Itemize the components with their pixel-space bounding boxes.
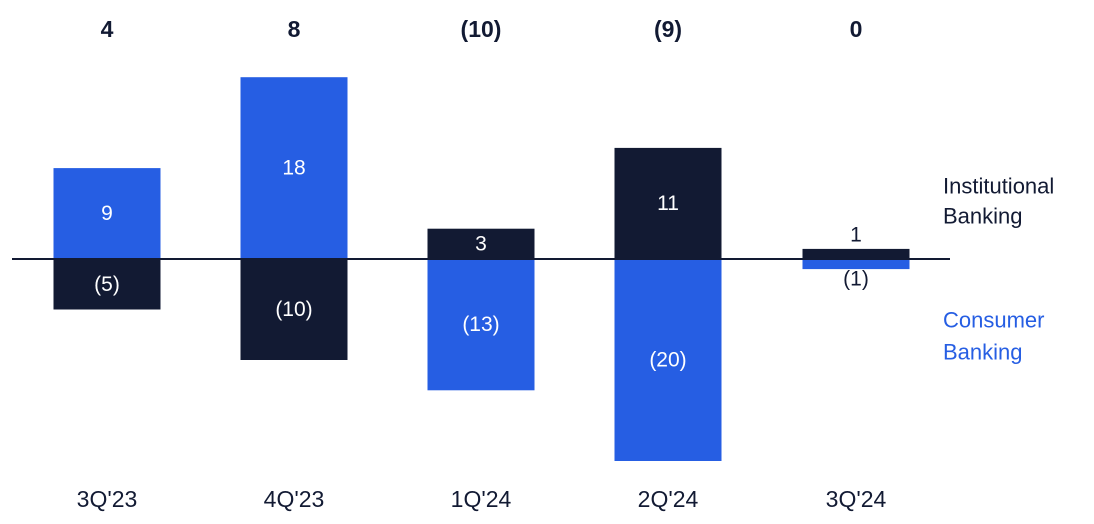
value-label-institutional-3: 3 [475,232,487,255]
value-label-consumer-1: (5) [94,273,120,296]
category-label-5: 3Q'24 [826,486,887,512]
bar-consumer-1 [53,259,161,310]
total-label-3: (10) [461,16,502,42]
value-label-consumer-3: (13) [462,313,499,336]
bar-consumer-2 [240,259,348,360]
value-label-institutional-5: 1 [850,223,862,246]
legend: Institutional Banking Consumer Banking [943,174,1054,365]
labels-layer: 9 (5) 4 3Q'23 18 (10) 8 4Q'23 3 (13) (10) 1Q'24 11 (2… [77,16,887,512]
bar-consumer-3 [427,259,535,391]
value-label-consumer-4: (20) [649,349,686,372]
bars-layer [53,77,910,461]
bar-institutional-4 [614,147,722,259]
value-label-consumer-5: (1) [843,268,869,291]
total-label-1: 4 [101,16,114,42]
category-label-3: 1Q'24 [451,486,512,512]
bar-institutional-1 [53,168,161,259]
total-label-5: 0 [850,16,863,42]
bar-institutional-3 [427,228,535,259]
bar-consumer-5 [802,259,910,270]
category-label-1: 3Q'23 [77,486,138,512]
bar-consumer-4 [614,259,722,461]
value-label-institutional-4: 11 [657,192,679,215]
category-label-2: 4Q'23 [264,486,325,512]
legend-label-institutional-line-2: Banking [943,204,1023,229]
bar-institutional-2 [240,77,348,259]
total-label-4: (9) [654,16,682,42]
legend-label-institutional-line-1: Institutional [943,174,1054,199]
bar-institutional-5 [802,248,910,259]
value-label-consumer-2: (10) [275,298,312,321]
value-label-institutional-1: 9 [101,202,113,225]
legend-label-consumer-line-2: Banking [943,340,1023,365]
value-label-institutional-2: 18 [282,157,305,180]
category-label-4: 2Q'24 [638,486,699,512]
total-label-2: 8 [288,16,301,42]
legend-label-consumer-line-1: Consumer [943,308,1044,333]
